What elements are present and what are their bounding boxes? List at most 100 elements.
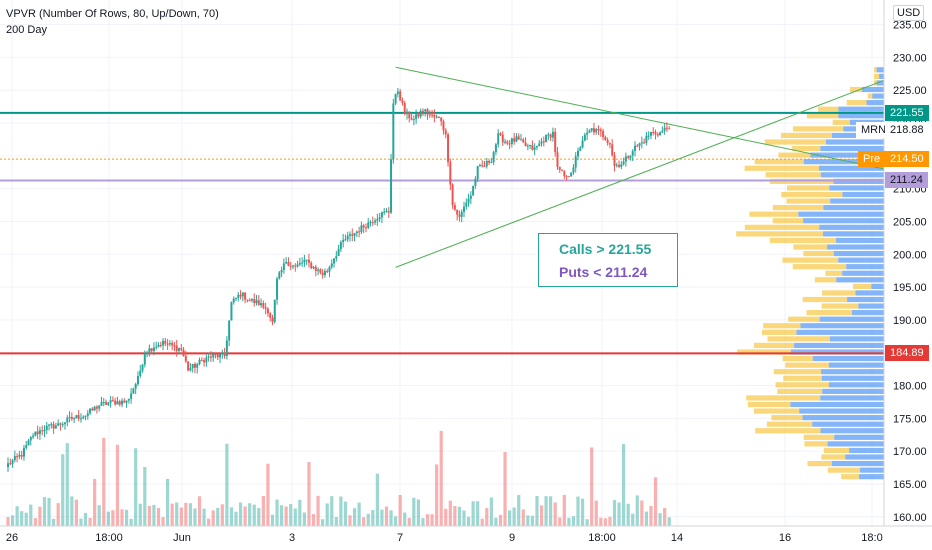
volume-bar [129, 518, 133, 526]
candle-body [469, 195, 472, 199]
candle-body [415, 114, 418, 120]
volume-bar [15, 506, 19, 526]
volume-bar [280, 505, 284, 526]
volume-bar [466, 516, 471, 526]
vp-up-bar [845, 454, 884, 460]
candle-body [608, 142, 611, 145]
candle-body [298, 262, 301, 265]
volume-bar [553, 502, 557, 526]
candle-body [223, 352, 226, 357]
vp-up-bar [866, 100, 884, 106]
volume-bar [640, 500, 644, 526]
candle-body [631, 150, 634, 156]
ma-indicator-label[interactable]: 200 Day [6, 24, 47, 36]
volume-bar [357, 502, 361, 526]
candle-body [463, 206, 465, 212]
candle-body [526, 145, 529, 147]
candle-body [583, 134, 586, 141]
volume-bar [6, 517, 10, 526]
volume-bar [56, 503, 60, 526]
candle-body [193, 363, 196, 368]
vpvr-indicator-label[interactable]: VPVR (Number Of Rows, 80, Up/Down, 70) [6, 8, 219, 20]
volume-bar [88, 517, 92, 526]
volume-bar [74, 499, 78, 526]
candle-body [164, 340, 167, 344]
vp-down-bar [874, 73, 880, 79]
vp-up-bar [858, 303, 884, 309]
candle-body [501, 134, 504, 143]
volume-bar [539, 505, 544, 526]
candle-body [652, 131, 655, 133]
vp-down-bar [786, 185, 830, 191]
candle-body [34, 431, 37, 436]
vp-up-bar [830, 198, 884, 204]
volume-bar [197, 496, 202, 526]
candle-body [75, 415, 78, 419]
volume-bar [517, 495, 521, 526]
candle-body [513, 138, 516, 142]
candle-body [244, 292, 247, 300]
volume-bar [580, 498, 585, 526]
vp-down-bar [807, 460, 832, 467]
vp-up-bar [821, 375, 884, 381]
vp-down-bar [746, 395, 821, 401]
volume-bar [425, 514, 430, 526]
volume-bar [594, 500, 598, 526]
vp-down-bar [849, 86, 862, 93]
volume-bar [248, 503, 252, 526]
candle-body [168, 343, 171, 345]
volume-bar [216, 507, 220, 526]
volume-bar [622, 443, 626, 526]
candle-body [481, 165, 484, 167]
candle-body [661, 130, 664, 133]
candle-body [483, 165, 486, 167]
candle-body [417, 114, 420, 117]
vp-up-bar [803, 218, 884, 224]
candle-body [376, 218, 379, 221]
candle-body [433, 114, 436, 118]
candle-body [52, 424, 55, 429]
volume-bar [453, 506, 457, 526]
trendlines[interactable] [395, 66, 885, 268]
vp-down-bar [782, 257, 839, 263]
candle-body [353, 233, 356, 236]
candle-body [321, 272, 324, 276]
vp-down-bar [818, 106, 839, 112]
vp-up-bar [838, 257, 884, 263]
candle-body [649, 131, 652, 136]
candle-body [86, 413, 89, 416]
x-tick-label: 7 [397, 532, 403, 544]
candle-body [111, 400, 114, 402]
volume-bar [266, 463, 270, 526]
y-tick-label: 170.00 [893, 446, 927, 458]
vp-down-bar [753, 408, 800, 414]
candle-body [419, 110, 422, 117]
candle-body [588, 130, 591, 133]
candle-body [333, 258, 336, 264]
volume-bar [29, 504, 33, 526]
vp-up-bar [876, 80, 884, 86]
price-tag: 214.50 [885, 151, 929, 168]
candle-body [187, 361, 190, 371]
vp-down-bar [744, 165, 819, 171]
options-annotation-box[interactable]: Calls > 221.55 Puts < 211.24 [538, 233, 678, 287]
currency-label[interactable]: USD [893, 5, 925, 21]
volume-bar [644, 511, 648, 526]
volume-bar [549, 496, 553, 526]
candle-body [134, 384, 137, 389]
volume-bar [576, 496, 580, 526]
candle-body [219, 354, 222, 358]
x-tick-label: 3 [289, 532, 295, 544]
candle-body [504, 141, 507, 143]
candle-body [328, 267, 331, 272]
candle-body [478, 165, 481, 167]
vp-down-bar [806, 310, 852, 316]
vp-down-bar [788, 316, 820, 322]
candle-body [136, 376, 139, 385]
candle-body [301, 262, 304, 264]
volume-bar [599, 517, 603, 526]
candle-body [339, 242, 342, 250]
volume-bar [161, 517, 165, 526]
vp-up-bar [829, 185, 884, 191]
